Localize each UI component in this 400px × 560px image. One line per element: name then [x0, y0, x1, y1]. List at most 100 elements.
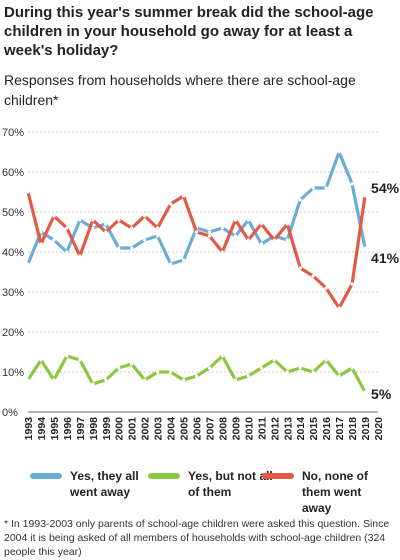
y-tick-label: 10% — [2, 367, 24, 379]
x-tick-label: 2020 — [373, 417, 385, 441]
data-point — [272, 358, 276, 362]
x-tick-label: 1993 — [23, 417, 35, 441]
legend-swatch-all-went-away — [30, 473, 62, 479]
data-point — [220, 354, 225, 358]
data-point — [78, 358, 82, 362]
x-tick-label: 2005 — [179, 417, 191, 441]
data-point — [130, 246, 134, 250]
data-point — [39, 358, 43, 362]
y-tick-label: 70% — [2, 127, 24, 139]
data-point — [272, 238, 276, 242]
data-point — [52, 238, 56, 242]
data-point — [130, 362, 134, 366]
data-point — [233, 218, 238, 222]
x-tick-label: 2015 — [308, 417, 320, 441]
x-tick-label: 2010 — [243, 417, 255, 441]
x-tick-label: 2013 — [282, 417, 294, 441]
y-tick-label: 30% — [2, 287, 24, 299]
data-point — [143, 238, 147, 242]
x-tick-label: 2018 — [347, 417, 359, 441]
data-point — [104, 222, 108, 226]
x-tick-label: 2014 — [295, 417, 307, 441]
data-point — [207, 230, 212, 234]
data-point — [220, 250, 225, 254]
data-point — [104, 378, 108, 382]
data-point — [298, 366, 302, 370]
data-point — [78, 254, 82, 258]
data-point — [26, 262, 30, 266]
footnote: * In 1993-2003 only parents of school-ag… — [4, 518, 390, 558]
end-label: 54% — [371, 180, 400, 196]
data-point — [350, 182, 354, 186]
data-point — [181, 258, 186, 262]
x-tick-label: 2009 — [230, 417, 242, 441]
data-point — [65, 354, 69, 358]
y-tick-label: 50% — [2, 207, 24, 219]
x-tick-label: 2019 — [360, 417, 372, 441]
x-tick-label: 2002 — [140, 417, 152, 441]
data-point — [233, 234, 238, 238]
end-label: 41% — [371, 250, 400, 266]
data-point — [285, 370, 289, 374]
data-point — [285, 238, 289, 242]
data-point — [285, 222, 289, 226]
data-point — [194, 374, 199, 378]
data-point — [220, 226, 225, 230]
data-point — [39, 230, 43, 234]
data-point — [324, 286, 328, 290]
data-point — [246, 238, 250, 242]
chart-subtitle: Responses from households where there ar… — [4, 72, 356, 108]
data-point — [233, 378, 238, 382]
x-tick-label: 1994 — [36, 417, 48, 441]
data-point — [298, 266, 302, 270]
series-line-1 — [26, 354, 367, 394]
chart-title: During this year's summer break did the … — [4, 4, 374, 59]
data-point — [181, 378, 186, 382]
legend-swatch-not-all — [148, 473, 180, 479]
data-point — [350, 282, 354, 286]
x-tick-label: 2011 — [256, 417, 268, 440]
x-tick-label: 2012 — [269, 417, 281, 441]
x-tick-label: 2001 — [127, 417, 139, 441]
data-point — [156, 234, 160, 238]
x-tick-label: 1995 — [49, 417, 61, 441]
data-point — [246, 374, 250, 378]
data-point — [246, 218, 250, 222]
data-point — [130, 226, 134, 230]
legend-swatch-none-went-away — [262, 473, 294, 479]
data-point — [337, 374, 341, 378]
data-point — [91, 218, 95, 222]
x-tick-label: 2008 — [217, 417, 229, 441]
data-point — [324, 358, 328, 362]
data-point — [78, 218, 82, 222]
data-point — [207, 234, 212, 238]
legend-label-none-went-away: No, none of them went away — [302, 469, 368, 515]
data-point — [194, 230, 199, 234]
legend-label-all-went-away: Yes, they all went away — [70, 469, 139, 499]
legend-label-not-all: Yes, but not all of them — [188, 469, 273, 499]
data-point — [91, 226, 95, 230]
x-tick-label: 2000 — [114, 417, 126, 441]
x-tick-label: 1999 — [101, 417, 113, 441]
data-point — [117, 218, 121, 222]
x-tick-label: 2017 — [334, 417, 346, 441]
data-point — [363, 194, 367, 198]
series-line-2 — [26, 190, 367, 310]
data-point — [363, 246, 367, 250]
data-point — [52, 214, 56, 218]
data-point — [143, 214, 147, 218]
y-tick-label: 0% — [2, 407, 18, 419]
x-tick-label: 1998 — [88, 417, 100, 441]
data-point — [65, 250, 69, 254]
data-point — [143, 378, 147, 382]
data-point — [337, 306, 341, 310]
data-point — [259, 242, 263, 246]
end-label: 5% — [371, 386, 392, 402]
data-point — [52, 378, 56, 382]
data-point — [181, 194, 186, 198]
data-point — [117, 366, 121, 370]
data-point — [350, 366, 354, 370]
data-point — [311, 186, 315, 190]
data-point — [168, 370, 173, 374]
